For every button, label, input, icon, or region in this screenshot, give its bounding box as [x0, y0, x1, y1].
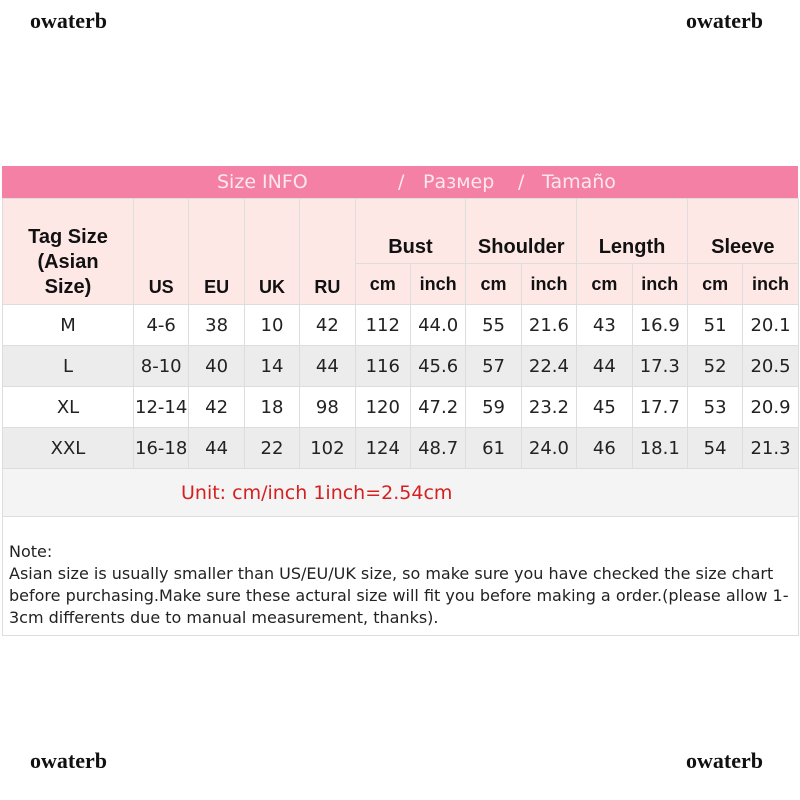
header-uk: UK [243, 198, 301, 305]
table-cell: 53 [686, 386, 744, 428]
table-cell: 18 [243, 386, 301, 428]
table-cell: 14 [243, 345, 301, 387]
table-cell: 38 [188, 304, 245, 346]
header-tag-size: Tag Size (Asian Size) [2, 198, 134, 305]
table-cell: 21.6 [520, 304, 578, 346]
banner-en: Size INFO [217, 171, 308, 193]
table-cell: 124 [354, 427, 411, 469]
header-cm: cm [465, 263, 522, 305]
unit-note: Unit: cm/inch 1inch=2.54cm [2, 468, 799, 517]
table-cell: 20.1 [742, 304, 799, 346]
header-inch: inch [742, 263, 799, 305]
size-table: Tag Size (Asian Size) US EU UK RU Bust S… [2, 198, 799, 636]
table-cell: 4-6 [132, 304, 190, 346]
header-cm: cm [576, 263, 633, 305]
table-row: M 4-6 38 10 42 112 44.0 55 21.6 43 16.9 51 20.1 [2, 304, 799, 346]
table-cell: 45.6 [409, 345, 467, 387]
table-cell: 24.0 [520, 427, 578, 469]
banner: Size INFO / Размер / Tamaño [2, 166, 798, 198]
size-label: XXL [2, 427, 134, 469]
table-cell: 120 [354, 386, 411, 428]
table-cell: 18.1 [631, 427, 688, 469]
table-cell: 52 [686, 345, 744, 387]
table-cell: 42 [299, 304, 356, 346]
table-cell: 48.7 [409, 427, 467, 469]
table-cell: 102 [299, 427, 356, 469]
table-cell: 40 [188, 345, 245, 387]
table-cell: 17.3 [631, 345, 688, 387]
header-cm: cm [686, 263, 744, 305]
table-cell: 16-18 [132, 427, 190, 469]
watermark-top-right: owaterb [686, 8, 763, 33]
header-cm: cm [354, 263, 411, 305]
header-length: Length [576, 198, 688, 264]
size-chart: Size INFO / Размер / Tamaño Tag Size (As… [2, 166, 799, 636]
banner-es: Tamaño [542, 171, 616, 193]
table-cell: 42 [188, 386, 245, 428]
header-us: US [132, 198, 190, 305]
table-cell: 44 [188, 427, 245, 469]
table-cell: 23.2 [520, 386, 578, 428]
header-inch: inch [520, 263, 578, 305]
table-cell: 16.9 [631, 304, 688, 346]
table-cell: 57 [465, 345, 522, 387]
table-cell: 51 [686, 304, 744, 346]
table-row: XXL 16-18 44 22 102 124 48.7 61 24.0 46 18.1 54 21.3 [2, 427, 799, 469]
header-inch: inch [631, 263, 688, 305]
table-cell: 8-10 [132, 345, 190, 387]
note-title: Note: [9, 542, 53, 561]
banner-sep: / [398, 171, 405, 193]
table-cell: 21.3 [742, 427, 799, 469]
size-label: XL [2, 386, 134, 428]
table-cell: 43 [576, 304, 633, 346]
table-cell: 10 [243, 304, 301, 346]
table-cell: 45 [576, 386, 633, 428]
table-cell: 44 [576, 345, 633, 387]
watermark-bottom-left: owaterb [30, 748, 107, 773]
table-cell: 22.4 [520, 345, 578, 387]
banner-sep: / [518, 171, 525, 193]
header-sleeve: Sleeve [686, 198, 799, 264]
table-cell: 44 [299, 345, 356, 387]
table-cell: 116 [354, 345, 411, 387]
table-cell: 98 [299, 386, 356, 428]
banner-ru: Размер [423, 171, 495, 193]
table-row: XL 12-14 42 18 98 120 47.2 59 23.2 45 17.7 53 20.9 [2, 386, 799, 428]
table-row: L 8-10 40 14 44 116 45.6 57 22.4 44 17.3 52 20.5 [2, 345, 799, 387]
table-cell: 17.7 [631, 386, 688, 428]
table-cell: 112 [354, 304, 411, 346]
table-cell: 20.9 [742, 386, 799, 428]
table-cell: 44.0 [409, 304, 467, 346]
table-cell: 47.2 [409, 386, 467, 428]
table-cell: 61 [465, 427, 522, 469]
table-cell: 12-14 [132, 386, 190, 428]
header-inch: inch [409, 263, 467, 305]
size-label: L [2, 345, 134, 387]
table-cell: 46 [576, 427, 633, 469]
table-cell: 55 [465, 304, 522, 346]
table-cell: 54 [686, 427, 744, 469]
tag-line: (Asian [37, 251, 99, 273]
note: Note: Asian size is usually smaller than… [2, 516, 799, 636]
tag-line: Tag Size [28, 226, 108, 248]
table-cell: 22 [243, 427, 301, 469]
note-body: Asian size is usually smaller than US/EU… [9, 564, 789, 627]
watermark-top-left: owaterb [30, 8, 107, 33]
table-cell: 59 [465, 386, 522, 428]
header-ru: RU [299, 198, 356, 305]
header-bust: Bust [354, 198, 467, 264]
header-eu: EU [188, 198, 245, 305]
header-shoulder: Shoulder [465, 198, 578, 264]
table-cell: 20.5 [742, 345, 799, 387]
watermark-bottom-right: owaterb [686, 748, 763, 773]
tag-line: Size) [44, 276, 92, 298]
size-label: M [2, 304, 134, 346]
